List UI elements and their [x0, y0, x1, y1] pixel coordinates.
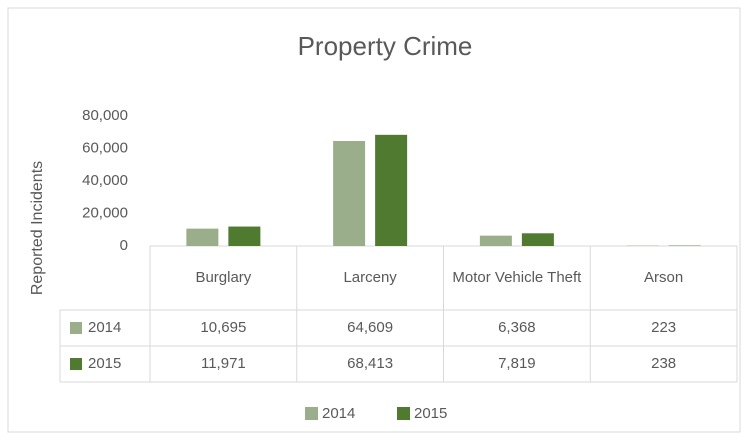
y-tick-label: 40,000 — [82, 172, 128, 189]
bar — [186, 228, 219, 246]
bar — [333, 141, 366, 246]
bar — [375, 134, 408, 246]
table-legend-key — [70, 322, 82, 334]
bar — [479, 235, 512, 246]
category-label: Motor Vehicle Theft — [452, 269, 582, 287]
y-axis-title: Reported Incidents — [29, 161, 46, 295]
bar — [521, 233, 554, 246]
table-value: 10,695 — [200, 319, 247, 337]
category-label: Burglary — [195, 269, 252, 287]
table-value: 64,609 — [347, 319, 394, 337]
category-label: Arson — [644, 269, 684, 287]
y-tick-label: 80,000 — [82, 107, 128, 124]
table-series-label: 2014 — [88, 319, 121, 336]
legend-label: 2015 — [414, 405, 447, 422]
table-value: 6,368 — [498, 319, 536, 337]
category-label: Larceny — [343, 269, 397, 287]
y-tick-label: 20,000 — [82, 204, 128, 221]
table-series-label: 2015 — [88, 355, 121, 372]
table-value: 11,971 — [200, 355, 246, 373]
bar — [228, 226, 261, 246]
table-value: 7,819 — [498, 355, 536, 373]
chart-title: Property Crime — [298, 31, 473, 61]
table-legend-key — [70, 358, 82, 370]
chart-border — [7, 7, 741, 433]
legend-key — [397, 407, 410, 420]
legend-key — [305, 407, 318, 420]
y-tick-label: 0 — [120, 237, 128, 254]
legend-label: 2014 — [322, 405, 355, 422]
y-tick-label: 60,000 — [82, 139, 128, 156]
table-value: 238 — [651, 355, 677, 373]
table-value: 68,413 — [347, 355, 394, 373]
table-value: 223 — [651, 319, 677, 337]
